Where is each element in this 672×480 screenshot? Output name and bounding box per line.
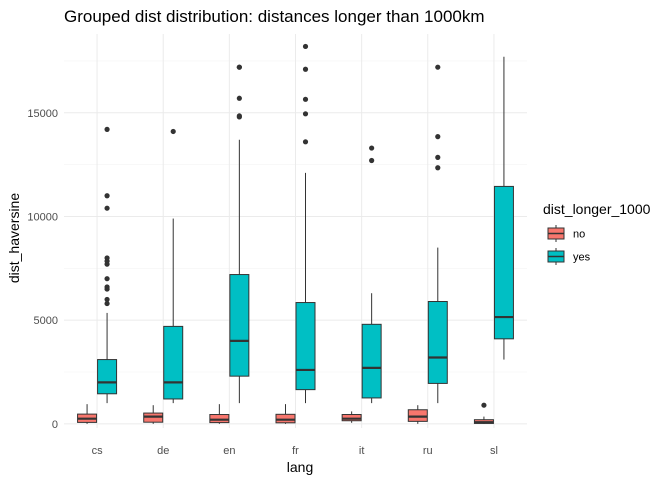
- box-yes-sl: [493, 56, 514, 360]
- legend-key-no: [547, 225, 565, 242]
- x-tick-label: ru: [423, 445, 433, 457]
- chart-title: Grouped dist distribution: distances lon…: [64, 7, 485, 26]
- x-tick-label: en: [223, 445, 235, 457]
- x-tick-label: fr: [292, 445, 299, 457]
- box-yes-en: [229, 64, 250, 404]
- box-yes-ru: [427, 64, 448, 404]
- outlier-point: [104, 276, 110, 282]
- legend-key-yes: [547, 248, 565, 265]
- outlier-point: [104, 255, 110, 261]
- box-no-it: [341, 411, 362, 423]
- outlier-point: [302, 96, 309, 102]
- x-axis: cs de en fr it ru sl: [92, 445, 498, 457]
- legend: dist_longer_1000 no yes: [543, 201, 651, 265]
- outlier-point: [104, 193, 110, 199]
- box-yes-cs: [97, 126, 118, 404]
- box-no-ru: [407, 405, 428, 424]
- box-no-sl: [473, 402, 494, 424]
- box-iqr: [295, 302, 316, 391]
- box-no-en: [209, 404, 230, 424]
- y-axis: 0 5000 10000 15000: [27, 108, 58, 431]
- y-axis-title: dist_haversine: [6, 193, 22, 283]
- outlier-point: [104, 300, 110, 307]
- outlier-point: [104, 126, 110, 132]
- box-iqr: [163, 325, 184, 400]
- legend-label-no: no: [573, 229, 585, 241]
- x-axis-title: lang: [287, 459, 313, 475]
- y-tick-label: 10000: [27, 211, 58, 223]
- outlier-point: [236, 64, 242, 70]
- x-tick-label: cs: [92, 445, 104, 457]
- box-iqr: [493, 185, 514, 340]
- box-yes-de: [163, 128, 184, 404]
- outlier-point: [369, 157, 375, 164]
- box-iqr: [97, 359, 118, 395]
- outlier-point: [104, 296, 110, 303]
- box-iqr: [427, 301, 448, 384]
- box-no-cs: [77, 404, 98, 424]
- box-iqr: [209, 414, 230, 424]
- outlier-point: [236, 113, 242, 119]
- x-tick-label: de: [157, 445, 169, 457]
- outlier-point: [104, 205, 110, 211]
- box-no-de: [143, 405, 164, 424]
- y-tick-label: 5000: [34, 315, 58, 327]
- outlier-point: [104, 284, 110, 290]
- outlier-point: [302, 139, 309, 145]
- y-tick-label: 0: [52, 419, 58, 431]
- box-no-fr: [275, 404, 296, 424]
- outlier-point: [369, 145, 375, 151]
- boxes-layer: [77, 43, 514, 424]
- box-iqr: [229, 274, 250, 377]
- box-yes-fr: [295, 43, 316, 404]
- y-tick-label: 15000: [27, 108, 58, 120]
- box-iqr: [361, 323, 382, 399]
- x-tick-label: it: [359, 445, 365, 457]
- outlier-point: [435, 154, 441, 160]
- outlier-point: [435, 165, 441, 171]
- x-tick-label: sl: [490, 445, 498, 457]
- box-yes-it: [361, 145, 382, 404]
- legend-title: dist_longer_1000: [543, 201, 651, 217]
- legend-label-yes: yes: [573, 252, 591, 264]
- outlier-point: [481, 402, 487, 408]
- outlier-point: [302, 66, 309, 72]
- outlier-point: [236, 95, 242, 101]
- outlier-point: [435, 64, 441, 70]
- box-iqr: [275, 413, 296, 424]
- outlier-point: [435, 134, 441, 140]
- outlier-point: [170, 128, 176, 135]
- outlier-point: [302, 111, 309, 117]
- outlier-point: [302, 43, 309, 50]
